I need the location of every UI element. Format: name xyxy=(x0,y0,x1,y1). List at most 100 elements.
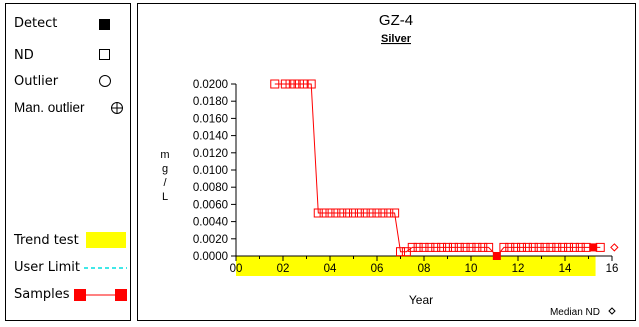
nd-point xyxy=(419,242,429,252)
y-tick-label: 0.0140 xyxy=(193,131,228,143)
x-tick-label: 16 xyxy=(606,263,619,275)
nd-point xyxy=(517,242,527,252)
nd-point xyxy=(354,208,364,218)
nd-point xyxy=(540,242,550,252)
legend-label-outlier: Outlier xyxy=(14,74,59,89)
nd-point xyxy=(325,208,335,218)
nd-point xyxy=(331,208,341,218)
nd-point xyxy=(384,208,394,218)
nd-point xyxy=(285,79,295,89)
nd-point xyxy=(431,242,441,252)
nd-point xyxy=(360,208,370,218)
nd-point xyxy=(294,79,304,89)
chart-title: GZ-4 xyxy=(379,12,413,29)
y-tick-label: 0.0120 xyxy=(193,148,228,160)
outlier-circle-icon xyxy=(99,75,111,87)
y-axis-label-char: m xyxy=(160,149,169,161)
samples-swatch xyxy=(74,289,127,301)
nd-point xyxy=(413,242,423,252)
median-nd-legend-diamond-icon xyxy=(608,307,616,315)
nd-point xyxy=(499,242,509,252)
chart-subtitle: Silver xyxy=(381,33,412,45)
nd-open-square-icon xyxy=(99,49,110,60)
nd-point xyxy=(313,208,323,218)
y-tick-label: 0.0180 xyxy=(193,96,228,108)
x-tick-label: 10 xyxy=(465,263,478,275)
x-tick-label: 02 xyxy=(277,263,290,275)
series-line xyxy=(274,83,601,257)
trend-test-band xyxy=(236,256,596,276)
nd-point xyxy=(366,208,376,218)
y-axis-label-char: / xyxy=(163,177,167,189)
x-tick-label: 12 xyxy=(512,263,525,275)
y-tick-label: 0.0200 xyxy=(193,79,228,91)
legend-label-samples: Samples xyxy=(14,287,70,302)
nd-point xyxy=(396,247,405,257)
legend-label-nd: ND xyxy=(14,48,34,63)
nd-point xyxy=(349,208,358,218)
nd-point xyxy=(343,208,353,218)
nd-point xyxy=(270,79,280,89)
y-tick-label: 0.0000 xyxy=(193,251,228,263)
legend-label-trend-test: Trend test xyxy=(14,233,79,248)
y-axis-label-char: g xyxy=(162,163,168,175)
detect-point xyxy=(492,252,501,260)
median-nd-marker xyxy=(610,243,619,252)
nd-point xyxy=(280,79,290,89)
nd-point xyxy=(454,242,464,252)
nd-point xyxy=(299,79,309,89)
trend-test-swatch xyxy=(86,232,126,248)
nd-point xyxy=(390,208,400,218)
legend-symbols xyxy=(74,19,127,301)
legend-label-detect: Detect xyxy=(14,16,58,31)
nd-point xyxy=(575,242,585,252)
y-tick-label: 0.0020 xyxy=(193,234,228,246)
y-tick-label: 0.0040 xyxy=(193,217,228,229)
nd-point xyxy=(595,242,605,252)
nd-point xyxy=(484,242,494,252)
nd-point xyxy=(466,242,476,252)
nd-point xyxy=(552,242,562,252)
nd-point xyxy=(337,208,347,218)
nd-point xyxy=(319,208,329,218)
nd-point xyxy=(511,242,521,252)
chart-svg: GZ-4 Silver Year Median ND mg / L 0.0000 0.… xyxy=(160,12,619,318)
x-tick-label: 06 xyxy=(371,263,384,275)
nd-point xyxy=(528,242,538,252)
x-tick-label: 14 xyxy=(559,263,572,275)
y-axis-label: mg / L xyxy=(160,149,169,203)
nd-point xyxy=(472,242,482,252)
nd-point xyxy=(478,242,488,252)
median-nd-label: Median ND xyxy=(550,307,600,318)
nd-point xyxy=(378,208,388,218)
y-tick-label: 0.0080 xyxy=(193,182,228,194)
nd-point xyxy=(372,208,382,218)
x-tick-label: 08 xyxy=(418,263,431,275)
nd-point xyxy=(522,242,532,252)
man-outlier-crossed-circle-icon xyxy=(111,102,123,114)
nd-point xyxy=(569,242,579,252)
nd-point xyxy=(564,242,574,252)
x-tick-label: 04 xyxy=(324,263,337,275)
legend-label-user-limit: User Limit xyxy=(14,260,80,275)
nd-point xyxy=(448,242,458,252)
detect-point xyxy=(589,243,598,252)
nd-point xyxy=(534,242,544,252)
nd-point xyxy=(443,242,452,252)
nd-point xyxy=(306,79,316,89)
nd-point xyxy=(407,242,417,252)
chart-panel: GZ-4 Silver Year Median ND m g / L 0.0000 0.… xyxy=(137,3,636,321)
detect-filled-square-icon xyxy=(99,19,110,30)
nd-point xyxy=(558,242,568,252)
nd-point xyxy=(425,242,435,252)
x-tick-label: 00 xyxy=(230,263,243,275)
nd-point xyxy=(460,242,470,252)
y-tick-label: 0.0160 xyxy=(193,113,228,125)
nd-point xyxy=(505,242,515,252)
nd-point xyxy=(546,242,556,252)
y-tick-label: 0.0100 xyxy=(193,165,228,177)
nd-point xyxy=(290,79,300,89)
legend-panel: Detect ND Outlier Man. outlier Trend tes… xyxy=(5,3,131,321)
y-tick-label: 0.0060 xyxy=(193,199,228,211)
nd-point xyxy=(437,242,447,252)
